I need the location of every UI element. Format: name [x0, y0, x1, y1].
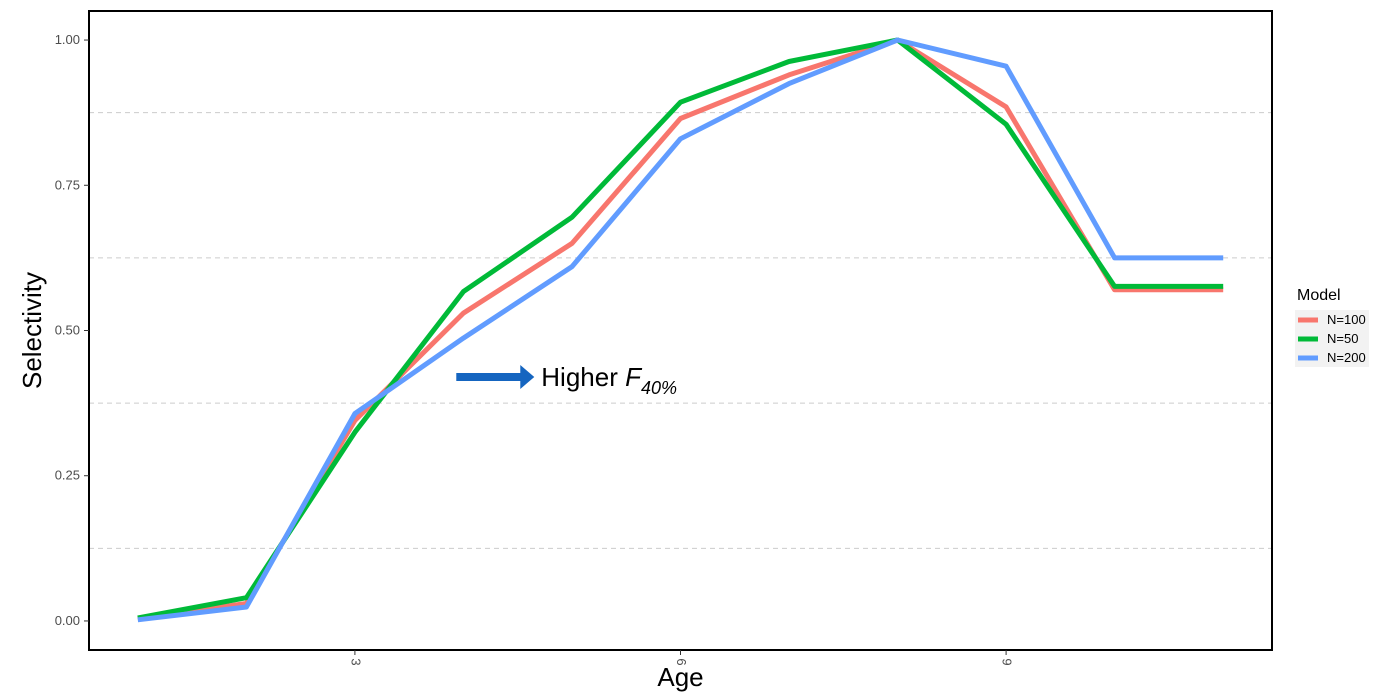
y-tick-label: 0.00 [55, 613, 80, 628]
series-lines [137, 37, 1224, 623]
x-tick-label: 6 [674, 658, 689, 665]
series-line-n-100 [137, 37, 1224, 622]
axes: 0.00 0.25 0.50 0.75 1.00 3 6 9 [55, 32, 1015, 666]
annotation-subscript: 40% [641, 378, 677, 398]
y-tick-label: 0.50 [55, 323, 80, 338]
arrow-right-icon [456, 364, 535, 389]
plot-panel [88, 10, 1273, 651]
y-axis-title: Selectivity [17, 272, 47, 389]
y-tick-label: 0.25 [55, 468, 80, 483]
y-tick-label: 1.00 [55, 32, 80, 47]
annotation-label: Higher [541, 362, 625, 392]
annotation-text: Higher F40% [541, 362, 677, 398]
legend-key-bg [1295, 348, 1369, 367]
legend-label: N=100 [1327, 312, 1366, 327]
annotation: Higher F40% [456, 362, 677, 398]
x-tick-label: 9 [1000, 658, 1015, 665]
legend-label: N=200 [1327, 350, 1366, 365]
legend: Model N=100 N=50 N=200 [1295, 287, 1369, 367]
series-line-n-200 [137, 37, 1224, 623]
legend-label: N=50 [1327, 331, 1358, 346]
series-line-n-50 [137, 37, 1224, 621]
y-tick-label: 0.75 [55, 177, 80, 192]
annotation-f-symbol: F [625, 362, 643, 392]
legend-title: Model [1297, 287, 1341, 304]
legend-key-bg [1295, 329, 1369, 348]
grid-lines [89, 112, 1272, 549]
x-tick-label: 3 [348, 658, 363, 665]
legend-key-bg [1295, 310, 1369, 329]
x-axis-title: Age [657, 662, 703, 692]
